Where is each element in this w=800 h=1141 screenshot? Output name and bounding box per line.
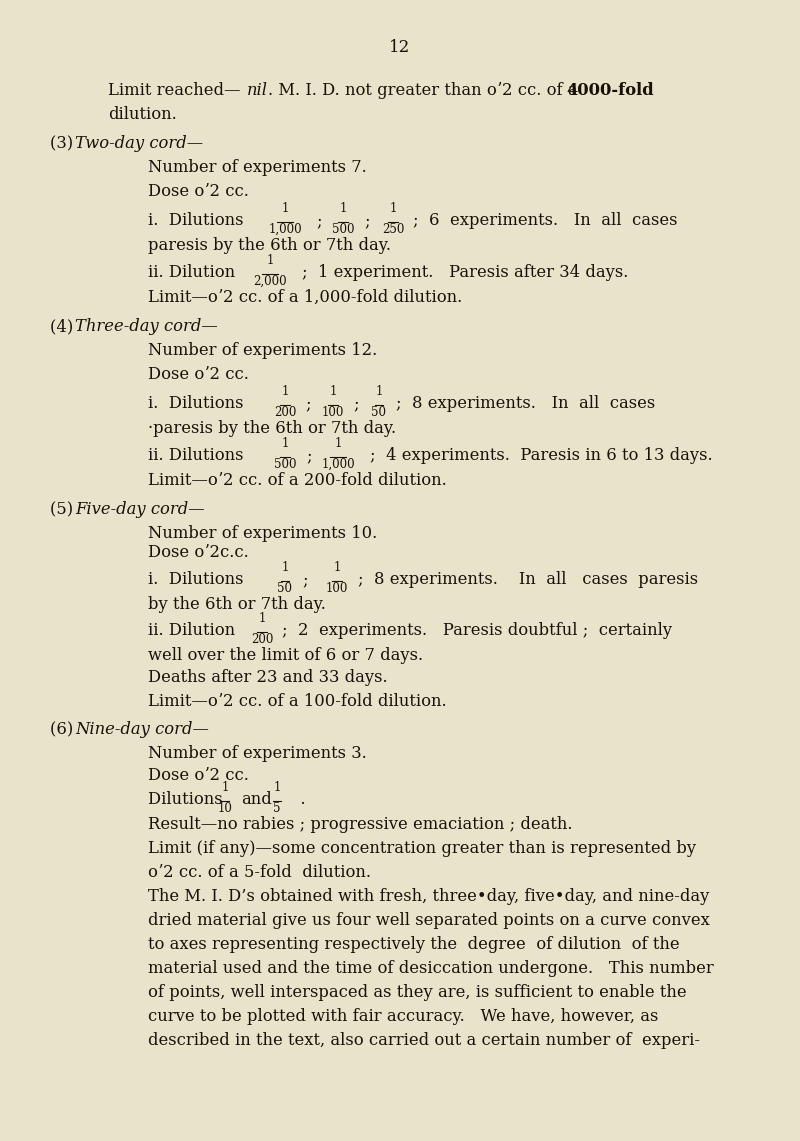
Text: ;  4 experiments.  Paresis in 6 to 13 days.: ; 4 experiments. Paresis in 6 to 13 days… <box>370 447 713 464</box>
Text: Nine-day cord—: Nine-day cord— <box>75 721 209 738</box>
Text: described in the text, also carried out a certain number of  experi-: described in the text, also carried out … <box>148 1031 700 1049</box>
Text: dilution.: dilution. <box>108 106 177 123</box>
Text: 1: 1 <box>274 780 281 794</box>
Text: . M. I. D. not greater than oʼ2 cc. of a: . M. I. D. not greater than oʼ2 cc. of a <box>268 82 588 99</box>
Text: i.  Dilutions: i. Dilutions <box>148 570 249 588</box>
Text: 1,000: 1,000 <box>321 458 355 471</box>
Text: ;: ; <box>316 212 322 229</box>
Text: 250: 250 <box>382 222 404 236</box>
Text: 1: 1 <box>282 437 289 450</box>
Text: ;  6  experiments.   In  all  cases: ; 6 experiments. In all cases <box>413 212 678 229</box>
Text: 1: 1 <box>282 202 289 215</box>
Text: ii. Dilution: ii. Dilution <box>148 264 240 281</box>
Text: ;  8 experiments.    In  all   cases  paresis: ; 8 experiments. In all cases paresis <box>358 570 698 588</box>
Text: Two-day cord—: Two-day cord— <box>75 135 203 152</box>
Text: ·paresis by the 6th or 7th day.: ·paresis by the 6th or 7th day. <box>148 420 396 437</box>
Text: ;: ; <box>302 570 307 588</box>
Text: i.  Dilutions: i. Dilutions <box>148 212 249 229</box>
Text: 100: 100 <box>322 406 344 419</box>
Text: (5): (5) <box>50 501 78 518</box>
Text: Limit—oʼ2 cc. of a 100-fold dilution.: Limit—oʼ2 cc. of a 100-fold dilution. <box>148 693 446 710</box>
Text: Dose oʼ2 cc.: Dose oʼ2 cc. <box>148 183 249 200</box>
Text: 1: 1 <box>282 385 289 398</box>
Text: 100: 100 <box>326 582 348 594</box>
Text: ;  2  experiments.   Paresis doubtful ;  certainly: ; 2 experiments. Paresis doubtful ; cert… <box>282 622 672 639</box>
Text: 2,000: 2,000 <box>253 275 287 288</box>
Text: nil: nil <box>247 82 268 99</box>
Text: to axes representing respectively the  degree  of dilution  of the: to axes representing respectively the de… <box>148 936 680 953</box>
Text: Dose oʼ2 cc.: Dose oʼ2 cc. <box>148 366 249 383</box>
Text: (4): (4) <box>50 318 78 335</box>
Text: 1: 1 <box>282 561 289 574</box>
Text: ii. Dilution: ii. Dilution <box>148 622 240 639</box>
Text: 4000-fold: 4000-fold <box>566 82 654 99</box>
Text: Number of experiments 12.: Number of experiments 12. <box>148 342 378 359</box>
Text: ii. Dilutions: ii. Dilutions <box>148 447 249 464</box>
Text: Limit—oʼ2 cc. of a 1,000-fold dilution.: Limit—oʼ2 cc. of a 1,000-fold dilution. <box>148 289 462 306</box>
Text: ;: ; <box>305 395 310 412</box>
Text: 200: 200 <box>251 633 273 646</box>
Text: 1,000: 1,000 <box>268 222 302 236</box>
Text: The M. I. D’s obtained with fresh, three•day, five•day, and nine-day: The M. I. D’s obtained with fresh, three… <box>148 888 710 905</box>
Text: ;  1 experiment.   Paresis after 34 days.: ; 1 experiment. Paresis after 34 days. <box>302 264 628 281</box>
Text: ;: ; <box>353 395 358 412</box>
Text: 500: 500 <box>332 222 354 236</box>
Text: 12: 12 <box>390 39 410 56</box>
Text: Number of experiments 3.: Number of experiments 3. <box>148 745 366 762</box>
Text: curve to be plotted with fair accuracy.   We have, however, as: curve to be plotted with fair accuracy. … <box>148 1008 658 1025</box>
Text: ;  8 experiments.   In  all  cases: ; 8 experiments. In all cases <box>396 395 655 412</box>
Text: ;: ; <box>306 447 311 464</box>
Text: 1: 1 <box>390 202 397 215</box>
Text: material used and the time of desiccation undergone.   This number: material used and the time of desiccatio… <box>148 960 714 977</box>
Text: 1: 1 <box>258 612 266 625</box>
Text: Five-day cord—: Five-day cord— <box>75 501 205 518</box>
Text: well over the limit of 6 or 7 days.: well over the limit of 6 or 7 days. <box>148 647 423 664</box>
Text: Dose oʼ2 cc.: Dose oʼ2 cc. <box>148 767 249 784</box>
Text: Limit—oʼ2 cc. of a 200-fold dilution.: Limit—oʼ2 cc. of a 200-fold dilution. <box>148 472 446 489</box>
Text: paresis by the 6th or 7th day.: paresis by the 6th or 7th day. <box>148 237 391 254</box>
Text: i.  Dilutions: i. Dilutions <box>148 395 249 412</box>
Text: 1: 1 <box>222 780 229 794</box>
Text: 1: 1 <box>334 437 342 450</box>
Text: Deaths after 23 and 33 days.: Deaths after 23 and 33 days. <box>148 669 388 686</box>
Text: and: and <box>241 791 272 808</box>
Text: Number of experiments 10.: Number of experiments 10. <box>148 525 378 542</box>
Text: (6): (6) <box>50 721 78 738</box>
Text: Limit reached—: Limit reached— <box>108 82 241 99</box>
Text: Number of experiments 7.: Number of experiments 7. <box>148 159 366 176</box>
Text: Three-day cord—: Three-day cord— <box>75 318 218 335</box>
Text: 1: 1 <box>330 385 337 398</box>
Text: Dose oʼ2c.c.: Dose oʼ2c.c. <box>148 544 249 561</box>
Text: 5: 5 <box>274 802 281 815</box>
Text: .: . <box>290 791 306 808</box>
Text: 1: 1 <box>339 202 346 215</box>
Text: 500: 500 <box>274 458 296 471</box>
Text: 50: 50 <box>371 406 386 419</box>
Text: 1: 1 <box>334 561 341 574</box>
Text: dried material give us four well separated points on a curve convex: dried material give us four well separat… <box>148 912 710 929</box>
Text: Dilutions: Dilutions <box>148 791 228 808</box>
Text: (3): (3) <box>50 135 78 152</box>
Text: 200: 200 <box>274 406 296 419</box>
Text: 50: 50 <box>278 582 293 594</box>
Text: oʼ2 cc. of a 5-fold  dilution.: oʼ2 cc. of a 5-fold dilution. <box>148 864 371 881</box>
Text: ;: ; <box>364 212 370 229</box>
Text: Result—no rabies ; progressive emaciation ; death.: Result—no rabies ; progressive emaciatio… <box>148 816 573 833</box>
Text: 1: 1 <box>375 385 382 398</box>
Text: 10: 10 <box>218 802 233 815</box>
Text: 1: 1 <box>266 254 274 267</box>
Text: by the 6th or 7th day.: by the 6th or 7th day. <box>148 596 326 613</box>
Text: of points, well interspaced as they are, is sufficient to enable the: of points, well interspaced as they are,… <box>148 984 686 1001</box>
Text: Limit (if any)—some concentration greater than is represented by: Limit (if any)—some concentration greate… <box>148 840 696 857</box>
